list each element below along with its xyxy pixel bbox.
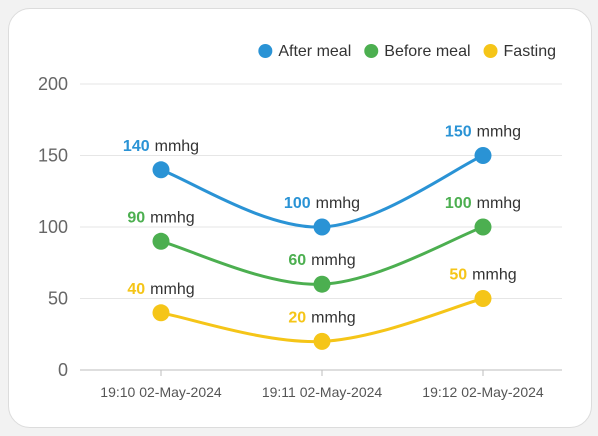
data-label-unit: mmhg <box>311 252 355 269</box>
data-label: 60 mmhg <box>288 252 355 269</box>
series-fasting: 40 mmhg 20 mmhg 50 mmhg <box>127 267 517 350</box>
data-label: 100 mmhg <box>284 195 360 212</box>
y-tick-label: 150 <box>38 146 68 166</box>
y-tick-label: 0 <box>58 360 68 380</box>
data-label-unit: mmhg <box>477 195 521 212</box>
data-point[interactable] <box>474 218 492 236</box>
data-label-value: 150 <box>445 124 472 141</box>
data-label-unit: mmhg <box>150 209 194 226</box>
data-point[interactable] <box>152 304 170 322</box>
legend-dot <box>364 44 379 58</box>
data-label: 40 mmhg <box>127 281 194 298</box>
legend-item-after-meal[interactable]: After meal <box>258 43 351 60</box>
data-label: 100 mmhg <box>445 195 521 212</box>
data-label: 50 mmhg <box>449 267 516 284</box>
data-label-value: 100 <box>284 195 311 212</box>
data-label-value: 100 <box>445 195 472 212</box>
data-point[interactable] <box>313 218 331 236</box>
data-label: 150 mmhg <box>445 124 521 141</box>
x-tick-label: 19:11 02-May-2024 <box>262 384 383 400</box>
y-axis: 0 50 100 150 200 <box>38 74 68 380</box>
x-axis: 19:10 02-May-2024 19:11 02-May-2024 19:12 … <box>100 370 544 400</box>
data-point[interactable] <box>474 147 492 164</box>
series-after-meal: 140 mmhg 100 mmhg 150 mmhg <box>123 124 521 236</box>
data-point[interactable] <box>152 161 170 179</box>
legend: After meal Before meal Fasting <box>258 43 556 60</box>
data-label-value: 40 <box>127 281 145 298</box>
legend-dot <box>483 44 498 58</box>
data-point[interactable] <box>152 232 170 250</box>
data-label-unit: mmhg <box>316 195 360 212</box>
data-point[interactable] <box>313 275 331 293</box>
chart-card <box>8 8 592 428</box>
y-tick-label: 200 <box>38 74 68 94</box>
data-label: 140 mmhg <box>123 138 199 155</box>
legend-label: Fasting <box>504 43 556 60</box>
data-label-unit: mmhg <box>150 281 194 298</box>
series-before-meal: 90 mmhg 60 mmhg 100 mmhg <box>127 195 521 293</box>
x-tick-label: 19:12 02-May-2024 <box>422 384 544 400</box>
legend-dot <box>258 44 273 58</box>
data-label-unit: mmhg <box>472 267 516 284</box>
data-label-unit: mmhg <box>311 309 355 326</box>
data-label-unit: mmhg <box>477 124 521 141</box>
series-line <box>160 154 484 229</box>
x-tick-label: 19:10 02-May-2024 <box>100 384 222 400</box>
data-label-value: 60 <box>288 252 306 269</box>
data-label: 90 mmhg <box>127 209 194 226</box>
data-label-unit: mmhg <box>155 138 199 155</box>
y-tick-label: 50 <box>48 289 68 309</box>
data-label-value: 50 <box>449 267 467 284</box>
y-tick-label: 100 <box>38 217 68 237</box>
legend-label: Before meal <box>384 43 470 60</box>
data-label-value: 90 <box>127 209 145 226</box>
data-label-value: 140 <box>123 138 150 155</box>
legend-label: After meal <box>278 43 351 60</box>
data-point[interactable] <box>313 332 331 350</box>
data-label: 20 mmhg <box>288 309 355 326</box>
data-label-value: 20 <box>288 309 306 326</box>
series-layer: 140 mmhg 100 mmhg 150 mmhg 90 mmhg 60 mmhg 100 mmhg… <box>123 124 521 350</box>
legend-item-before-meal[interactable]: Before meal <box>364 43 471 60</box>
data-point[interactable] <box>474 290 492 307</box>
legend-item-fasting[interactable]: Fasting <box>483 43 556 60</box>
